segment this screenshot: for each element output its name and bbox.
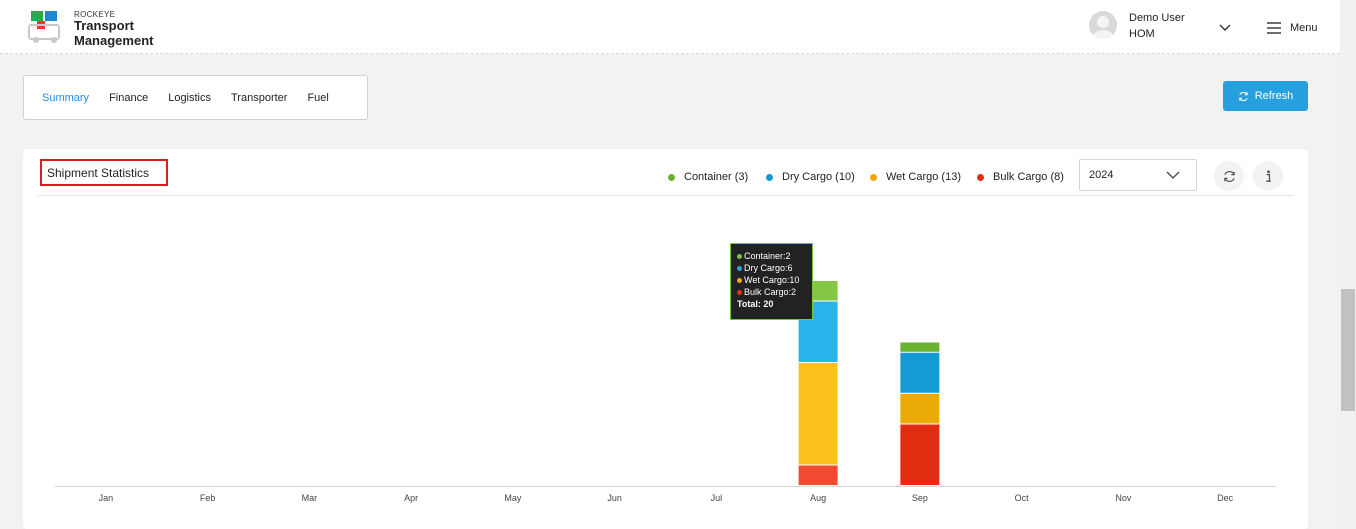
tooltip-text: Wet Cargo:10 bbox=[744, 275, 800, 285]
tooltip-row-bulk-cargo: Bulk Cargo:2 bbox=[737, 286, 812, 298]
tab-fuel[interactable]: Fuel bbox=[307, 91, 329, 104]
top-header: ROCKEYE Transport Management Demo User H… bbox=[0, 0, 1340, 54]
x-tick-label: Nov bbox=[1115, 493, 1132, 503]
refresh-icon bbox=[1239, 91, 1248, 101]
chevron-down-icon bbox=[1166, 171, 1180, 179]
info-button[interactable] bbox=[1253, 161, 1283, 191]
legend-dot-container bbox=[668, 173, 675, 181]
x-tick-label: Aug bbox=[810, 493, 826, 503]
page-scrollbar[interactable] bbox=[1340, 0, 1356, 529]
tooltip-total: Total: 20 bbox=[737, 299, 774, 309]
tooltip-dot bbox=[737, 253, 742, 259]
legend-dot-bulk-cargo bbox=[977, 173, 984, 181]
chart-tooltip: Container:2 Dry Cargo:6 Wet Cargo:10 Bul… bbox=[730, 243, 813, 320]
dashboard-tabs: Summary Finance Logistics Transporter Fu… bbox=[23, 75, 368, 120]
x-tick-label: Jan bbox=[99, 493, 114, 503]
brand-title-line1: Transport bbox=[74, 18, 134, 33]
x-tick-label: Dec bbox=[1217, 493, 1234, 503]
bar-segment-wet-cargo[interactable] bbox=[798, 363, 838, 465]
legend-label-wet-cargo: Wet Cargo (13) bbox=[886, 171, 961, 183]
legend-dot-dry-cargo bbox=[766, 173, 773, 181]
brand-title: Transport Management bbox=[74, 18, 153, 48]
bar-segment-dry-cargo[interactable] bbox=[900, 352, 940, 393]
tooltip-dot bbox=[737, 277, 742, 283]
legend-container[interactable]: Container (3) bbox=[668, 171, 748, 183]
x-tick-label: May bbox=[504, 493, 522, 503]
tooltip-row-dry-cargo: Dry Cargo:6 bbox=[737, 262, 812, 274]
x-tick-label: Oct bbox=[1015, 493, 1030, 503]
legend-label-dry-cargo: Dry Cargo (10) bbox=[782, 171, 855, 183]
tab-transporter[interactable]: Transporter bbox=[231, 91, 288, 104]
tooltip-text: Dry Cargo:6 bbox=[744, 263, 793, 273]
x-tick-label: Feb bbox=[200, 493, 216, 503]
card-divider bbox=[37, 195, 1293, 196]
refresh-icon bbox=[1223, 170, 1235, 182]
x-tick-label: Jun bbox=[607, 493, 622, 503]
legend-bulk-cargo[interactable]: Bulk Cargo (8) bbox=[977, 171, 1064, 183]
hamburger-icon bbox=[1267, 22, 1281, 34]
shipment-statistics-card: Shipment Statistics Container (3) Dry Ca… bbox=[23, 149, 1308, 529]
tooltip-text: Bulk Cargo:2 bbox=[744, 287, 797, 297]
x-tick-label: Sep bbox=[912, 493, 928, 503]
bar-segment-bulk-cargo[interactable] bbox=[900, 424, 940, 486]
brand-subtitle: ROCKEYE bbox=[74, 10, 116, 19]
tooltip-dot bbox=[737, 265, 742, 271]
tooltip-row-wet-cargo: Wet Cargo:10 bbox=[737, 274, 812, 286]
avatar[interactable] bbox=[1089, 11, 1117, 39]
bar-segment-wet-cargo[interactable] bbox=[900, 393, 940, 424]
bar-segment-container[interactable] bbox=[900, 342, 940, 352]
card-title: Shipment Statistics bbox=[47, 165, 150, 180]
legend-label-container: Container (3) bbox=[684, 171, 749, 183]
reload-chart-button[interactable] bbox=[1214, 161, 1244, 191]
x-tick-label: Apr bbox=[404, 493, 418, 503]
info-icon bbox=[1265, 169, 1271, 182]
tooltip-text: Container:2 bbox=[744, 251, 791, 261]
user-name[interactable]: Demo User bbox=[1129, 12, 1185, 24]
refresh-button[interactable]: Refresh bbox=[1223, 81, 1308, 111]
scrollbar-thumb[interactable] bbox=[1341, 289, 1355, 411]
x-tick-label: Mar bbox=[302, 493, 318, 503]
menu-label: Menu bbox=[1290, 22, 1318, 34]
tab-finance[interactable]: Finance bbox=[109, 91, 149, 104]
chevron-down-icon[interactable] bbox=[1218, 20, 1232, 31]
bar-segment-bulk-cargo[interactable] bbox=[798, 465, 838, 486]
refresh-label: Refresh bbox=[1254, 90, 1294, 102]
logo-icon[interactable] bbox=[27, 9, 67, 45]
x-tick-label: Jul bbox=[711, 493, 723, 503]
tooltip-dot bbox=[737, 289, 742, 295]
legend-label-bulk-cargo: Bulk Cargo (8) bbox=[993, 171, 1064, 183]
menu-button[interactable]: Menu bbox=[1266, 19, 1318, 37]
legend-dry-cargo[interactable]: Dry Cargo (10) bbox=[766, 171, 855, 183]
tooltip-row-container: Container:2 bbox=[737, 250, 812, 262]
legend-dot-wet-cargo bbox=[870, 173, 877, 181]
card-title-box: Shipment Statistics bbox=[40, 159, 168, 186]
year-select-value: 2024 bbox=[1089, 169, 1114, 181]
year-select[interactable]: 2024 bbox=[1079, 159, 1197, 191]
tab-summary[interactable]: Summary bbox=[42, 91, 90, 104]
shipment-chart: Jan Feb Mar Apr May Jun Jul Aug Sep Oct Nov Dec bbox=[55, 281, 1276, 503]
user-role: HOM bbox=[1129, 28, 1155, 40]
brand-title-line2: Management bbox=[74, 33, 154, 48]
tab-logistics[interactable]: Logistics bbox=[168, 91, 211, 104]
legend-wet-cargo[interactable]: Wet Cargo (13) bbox=[870, 171, 961, 183]
